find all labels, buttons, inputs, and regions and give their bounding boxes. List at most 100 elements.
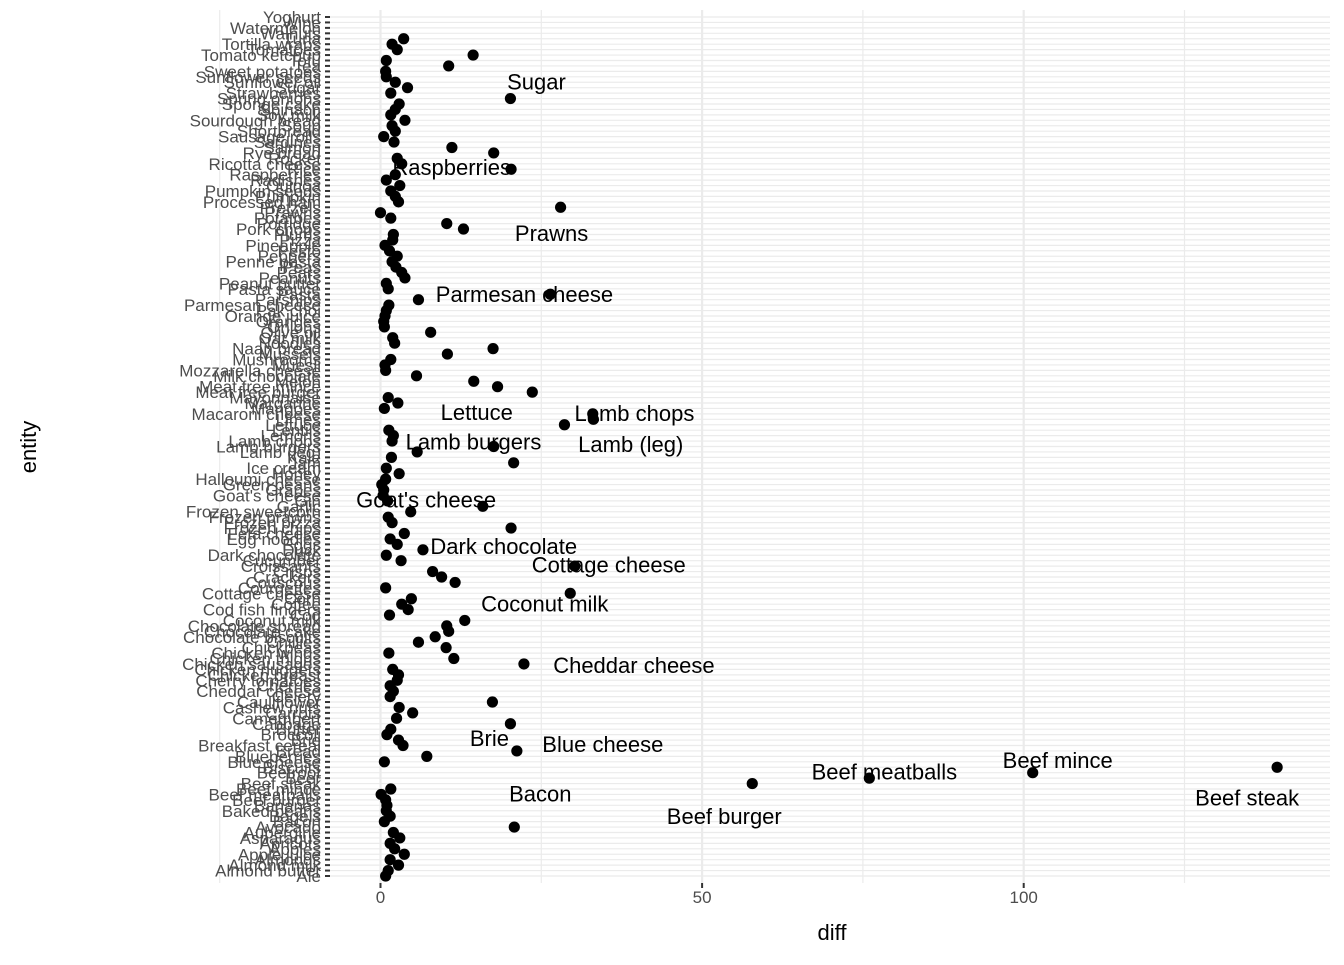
point-annotation: Brie <box>470 726 509 751</box>
data-point <box>440 642 452 654</box>
data-point <box>417 544 429 556</box>
data-point <box>384 533 396 545</box>
y-tick-label: Limes <box>276 410 321 429</box>
data-point <box>459 614 471 627</box>
y-tick-label: Peppers <box>258 247 321 266</box>
data-point <box>441 620 453 632</box>
y-tick-label: Cabbage <box>252 715 321 734</box>
y-tick-label: Watermelon <box>230 19 321 38</box>
point-annotation: Blue cheese <box>542 732 663 757</box>
data-point <box>436 571 448 583</box>
y-tick-label: Eggs <box>282 535 321 554</box>
y-tick-label: Muesli <box>272 356 321 375</box>
data-point <box>448 652 460 665</box>
point-annotation: Beef meatballs <box>812 759 958 784</box>
data-point <box>386 120 398 132</box>
y-tick-label: Pumpkin <box>255 187 321 206</box>
y-tick-label: Pesto <box>278 242 321 261</box>
data-point <box>486 696 499 708</box>
data-point <box>505 163 517 175</box>
y-tick-label: Grapes <box>265 481 321 500</box>
data-point <box>518 658 530 670</box>
data-point <box>487 343 499 355</box>
y-tick-label: Prawns <box>264 204 321 223</box>
point-annotation: Coconut milk <box>481 591 609 616</box>
data-point <box>457 223 470 235</box>
grid-lines <box>219 10 1330 883</box>
y-tick-label: Pasta <box>278 285 322 304</box>
point-annotation: Lamb burgers <box>406 430 542 455</box>
data-point <box>385 212 397 224</box>
y-tick-label: Pretzels <box>260 198 321 217</box>
y-tick-label: Cod <box>290 606 321 625</box>
y-tick-label: Halloumi cheese <box>195 470 321 489</box>
y-tick-label: Cherry tomatoes <box>195 671 321 690</box>
y-tick-label: Mushrooms <box>232 351 321 370</box>
y-tick-label: Gin <box>295 492 321 511</box>
y-tick-label: Coconut milk <box>223 611 322 630</box>
y-tick-label: Cheddar cheese <box>196 682 321 701</box>
point-annotation: Raspberries <box>392 155 511 180</box>
y-tick-label: Soup <box>281 117 321 136</box>
data-point <box>375 788 387 801</box>
y-tick-label: Walnuts <box>260 24 321 43</box>
y-tick-label: Chillies <box>266 633 321 652</box>
y-tick-label: Lamb chops <box>228 432 321 451</box>
data-point <box>392 734 405 746</box>
y-tick-label: Cauliflower <box>237 693 321 712</box>
y-tick-label: Dark chocolate <box>208 546 321 565</box>
y-tick-label: Beef burger <box>232 791 321 810</box>
y-tick-label: Bananas <box>254 796 321 815</box>
data-point <box>411 446 423 458</box>
y-tick-label: Tortilla wraps <box>222 35 321 54</box>
y-tick-label: Spring onions <box>217 90 321 109</box>
data-point <box>380 54 392 67</box>
data-point <box>488 147 500 159</box>
data-point <box>387 228 399 241</box>
data-point <box>401 82 414 94</box>
y-tick-label: Breakfast cereal <box>198 737 321 756</box>
x-tick-label: 50 <box>693 888 712 907</box>
data-point <box>405 506 417 518</box>
y-tick-label: Couscous <box>245 573 321 592</box>
data-point <box>380 473 392 485</box>
y-tick-label: Cashew nuts <box>223 698 321 717</box>
y-tick-label: Tomatoes <box>247 41 321 60</box>
y-tick-label: Ale <box>296 867 321 886</box>
y-tick-label: Onions <box>267 318 321 337</box>
y-tick-label: Butter <box>276 720 322 739</box>
y-tick-label: Beef steak <box>241 775 322 794</box>
y-tick-label: Beetroot <box>257 764 322 783</box>
y-tick-label: Frozen chips <box>224 519 321 538</box>
y-tick-label: Sunflower oil <box>224 73 321 92</box>
data-point <box>380 582 392 594</box>
data-point <box>544 288 556 300</box>
y-tick-label: Crackers <box>253 568 321 587</box>
data-point <box>395 555 407 567</box>
point-annotation: Sugar <box>507 69 566 94</box>
y-tick-label: Chicken breast <box>208 666 322 685</box>
point-annotation: Beef steak <box>1195 786 1300 811</box>
data-point <box>449 576 461 589</box>
data-point <box>426 565 439 578</box>
y-tick-label: Feta cheese <box>227 524 321 543</box>
y-tick-label: Orange juice <box>225 307 321 326</box>
data-point <box>380 277 392 289</box>
data-point <box>468 375 480 387</box>
data-point <box>396 598 408 610</box>
data-point <box>392 397 404 409</box>
y-tick-label: Pak choi <box>256 302 321 321</box>
y-tick-label: Plums <box>274 225 321 244</box>
data-point <box>398 848 410 860</box>
data-point <box>1271 761 1283 773</box>
data-point <box>441 217 453 230</box>
y-tick-label: Lettuce <box>265 416 321 435</box>
y-tick-label: Bread <box>276 742 321 761</box>
data-point <box>504 92 517 105</box>
y-tick-label: Chicken sausages <box>182 655 321 674</box>
y-tick-label: Almond butter <box>215 862 321 881</box>
y-tick-label: Tomato ketchup <box>201 46 321 65</box>
y-tick-label: Melon <box>275 372 321 391</box>
data-point <box>405 593 417 605</box>
y-tick-label: Rye bread <box>243 144 321 163</box>
